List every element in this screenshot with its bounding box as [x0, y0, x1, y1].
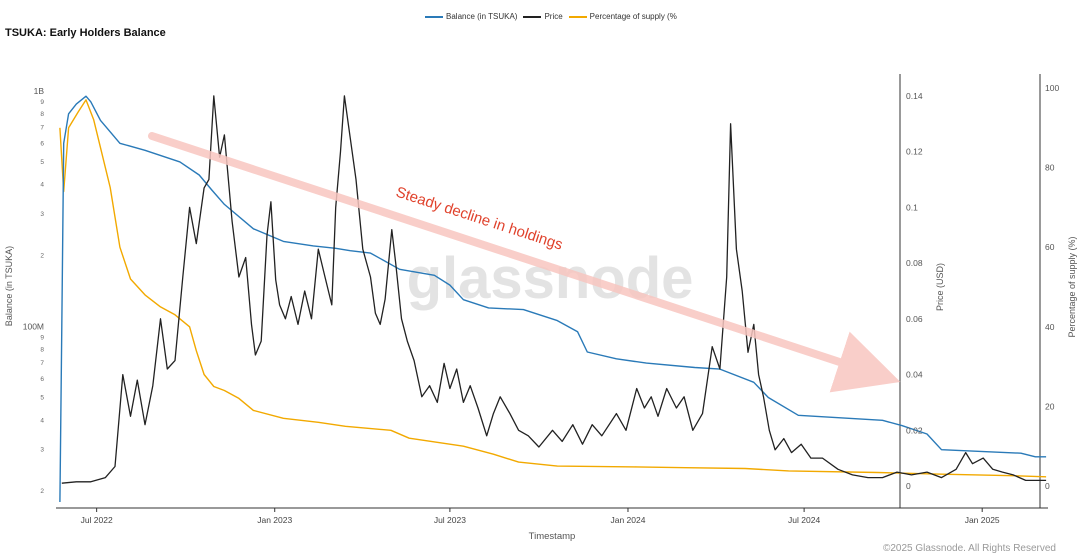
- x-tick-label: Jul 2022: [81, 515, 113, 525]
- pct-tick-label: 20: [1045, 401, 1055, 411]
- left-minor-tick-label: 8: [40, 346, 44, 353]
- price-tick-label: 0.14: [906, 91, 923, 101]
- left-minor-tick-label: 2: [40, 488, 44, 495]
- left-minor-tick-label: 5: [40, 394, 44, 401]
- price-tick-label: 0.08: [906, 258, 923, 268]
- price-tick-label: 0.12: [906, 147, 923, 157]
- legend-swatch-percentage: [568, 15, 587, 18]
- x-tick-label: Jan 2023: [257, 515, 292, 525]
- left-minor-tick-label: 3: [40, 447, 44, 454]
- left-minor-tick-label: 6: [40, 376, 44, 383]
- pct-tick-label: 80: [1045, 163, 1055, 173]
- x-tick-label: Jan 2024: [610, 515, 645, 525]
- axes-layer: [56, 74, 1048, 512]
- left-minor-tick-label: 9: [40, 334, 44, 341]
- x-tick-label: Jul 2023: [434, 515, 466, 525]
- legend: Balance (in TSUKA) Price Percentage of s…: [425, 12, 677, 21]
- price-tick-label: 0.02: [906, 425, 923, 435]
- x-tick-label: Jan 2025: [965, 515, 1000, 525]
- left-minor-tick-label: 5: [40, 159, 44, 166]
- left-minor-tick-label: 6: [40, 140, 44, 147]
- left-minor-tick-label: 2: [40, 253, 44, 260]
- copyright: ©2025 Glassnode. All Rights Reserved: [882, 543, 1056, 554]
- legend-label-percentage: Percentage of supply (%: [589, 12, 677, 21]
- pct-tick-label: 40: [1045, 322, 1055, 332]
- left-minor-tick-label: 7: [40, 124, 44, 131]
- series-layer: [59, 95, 1047, 503]
- price-tick-label: 0.06: [906, 314, 923, 324]
- legend-swatch-balance: [425, 15, 443, 18]
- balance-series-line: [59, 95, 1047, 503]
- pct-tick-label: 0: [1045, 481, 1050, 491]
- left-axis-title: Balance (in TSUKA): [4, 246, 14, 326]
- price-axis-title: Price (USD): [935, 263, 945, 311]
- percentage-series-line: [59, 99, 1047, 478]
- left-minor-tick-label: 7: [40, 360, 44, 367]
- x-tick-label: Jul 2024: [788, 515, 820, 525]
- price-tick-label: 0.04: [906, 370, 923, 380]
- legend-swatch-price: [523, 15, 542, 18]
- labels-layer: Jul 2022 Jan 2023 Jul 2023 Jan 2024 Jul 2024…: [4, 83, 1077, 542]
- left-minor-tick-label: 9: [40, 99, 44, 106]
- legend-label-price: Price: [544, 12, 563, 21]
- pct-axis-title: Percentage of supply (%): [1067, 236, 1077, 337]
- price-series-line: [61, 95, 1047, 484]
- left-minor-tick-label: 8: [40, 111, 44, 118]
- legend-item-percentage[interactable]: Percentage of supply (%: [568, 12, 677, 21]
- pct-tick-label: 100: [1045, 83, 1059, 93]
- trend-arrow: [148, 132, 901, 393]
- legend-label-balance: Balance (in TSUKA): [446, 12, 518, 21]
- legend-item-balance[interactable]: Balance (in TSUKA): [425, 12, 517, 21]
- left-minor-tick-label: 4: [40, 182, 44, 189]
- left-major-tick-label: 1B: [34, 86, 45, 96]
- x-axis-title: Timestamp: [529, 531, 576, 542]
- price-tick-label: 0: [906, 481, 911, 491]
- left-major-tick-label: 100M: [23, 322, 44, 332]
- left-minor-tick-label: 4: [40, 417, 44, 424]
- chart-title: TSUKA: Early Holders Balance: [5, 27, 166, 39]
- legend-item-price[interactable]: Price: [523, 12, 563, 21]
- pct-tick-label: 60: [1045, 242, 1055, 252]
- price-tick-label: 0.1: [906, 202, 918, 212]
- left-minor-tick-label: 3: [40, 211, 44, 218]
